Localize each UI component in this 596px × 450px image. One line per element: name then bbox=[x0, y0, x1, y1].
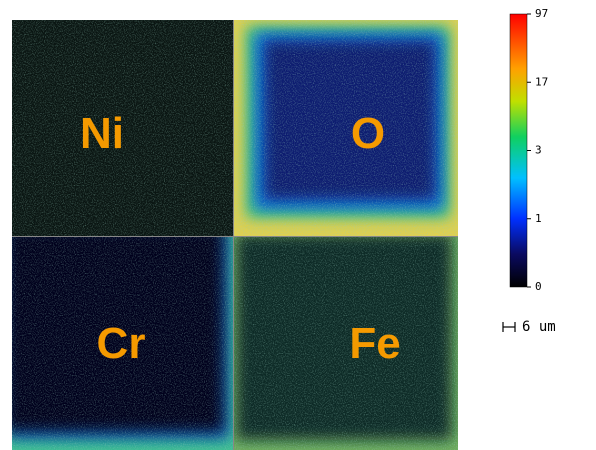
colorbar-tick-label: 3 bbox=[535, 144, 542, 157]
panel-label: Fe bbox=[349, 319, 400, 368]
colorbar-tick-label: 97 bbox=[535, 7, 548, 20]
scale-bar-label: 6 um bbox=[522, 319, 556, 335]
colorbar-tick-label: 0 bbox=[535, 280, 542, 293]
panel-label: Ni bbox=[80, 109, 124, 158]
colorbar-tick-label: 17 bbox=[535, 75, 548, 88]
panel-label: O bbox=[351, 109, 385, 158]
scale-bar-icon bbox=[502, 322, 516, 332]
colorbar-tick-label: 1 bbox=[535, 212, 542, 225]
panel-label: Cr bbox=[97, 319, 146, 368]
noise-overlay bbox=[12, 20, 458, 450]
colorbar bbox=[509, 13, 528, 288]
